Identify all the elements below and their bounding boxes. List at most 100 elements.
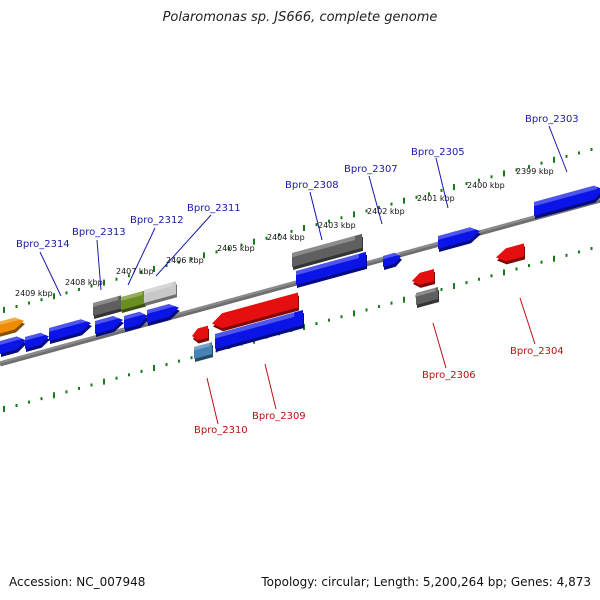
bottom-gene-line	[432, 322, 447, 369]
gene-arrow-body	[534, 185, 600, 216]
gene-arrow-body	[49, 319, 91, 341]
gene-arrow	[25, 331, 50, 352]
gene-arrow-highlight	[25, 331, 47, 341]
bottom-gene-line	[206, 377, 219, 425]
gene-arrow-body	[124, 311, 148, 329]
gene-arrow	[147, 302, 180, 326]
gene-arrow-highlight	[0, 315, 22, 326]
gene-arrow-highlight	[0, 334, 24, 345]
gene-arrow-highlight	[438, 225, 476, 240]
kbp-label: 2400 kbp	[467, 181, 505, 190]
kbp-label: 2405 kbp	[217, 244, 255, 253]
top-gene-line	[309, 191, 323, 241]
accession-label: Accession: NC_007948	[9, 575, 146, 589]
gene-arrow-body	[383, 252, 401, 267]
gene-arrow-highlight	[383, 251, 400, 260]
gene-arrow	[49, 317, 92, 344]
top-gene-label: Bpro_2307	[344, 164, 398, 175]
top-gene-label: Bpro_2308	[285, 180, 339, 191]
gene-arrow	[95, 314, 124, 337]
gene-arrow	[383, 251, 402, 270]
bottom-gene-line	[519, 297, 536, 345]
top-gene-label: Bpro_2313	[72, 227, 126, 238]
gene-arrow-body	[296, 251, 366, 285]
gene-arrow-highlight	[147, 302, 176, 314]
outer-ruler	[3, 148, 593, 313]
gene-arrow-body	[292, 233, 362, 267]
gene-arrow-body	[25, 332, 49, 349]
gene-arrow	[194, 342, 213, 362]
gene-arrow-highlight	[296, 253, 359, 276]
kbp-label: 2402 kbp	[367, 207, 405, 216]
gene-arrow	[93, 295, 122, 319]
gene-arrow	[292, 233, 363, 270]
gene-arrow	[416, 286, 439, 308]
top-gene-label: Bpro_2311	[187, 203, 241, 214]
gene-arrow-body	[192, 325, 208, 341]
gene-arrow-highlight	[292, 235, 355, 258]
genes	[0, 184, 600, 362]
gene-arrow-body	[438, 227, 480, 249]
gene-arrow	[296, 251, 367, 288]
top-gene-line	[39, 251, 62, 297]
gene-arrow	[215, 309, 304, 352]
gene-arrow-highlight	[121, 291, 143, 301]
gene-arrow-highlight	[144, 282, 173, 294]
bottom-gene-label: Bpro_2310	[194, 425, 248, 436]
gene-arrow-body	[93, 295, 121, 316]
gene-arrow-highlight	[534, 184, 597, 207]
map-title: Polaromonas sp. JS666, complete genome	[162, 10, 438, 25]
bottom-gene-label: Bpro_2309	[252, 411, 306, 422]
gene-arrow	[124, 310, 149, 332]
kbp-label: 2406 kbp	[166, 256, 204, 265]
top-gene-label: Bpro_2303	[525, 114, 579, 125]
gene-arrow-body	[144, 281, 176, 303]
top-gene-label: Bpro_2312	[130, 215, 184, 226]
gene-arrow-highlight	[95, 314, 121, 325]
kbp-label: 2403 kbp	[318, 221, 356, 230]
gene-arrow-body	[194, 342, 212, 359]
gene-arrow-body	[95, 316, 123, 334]
gene-arrow-highlight	[93, 296, 119, 307]
gene-arrow	[412, 268, 435, 288]
top-gene-line	[127, 227, 156, 286]
gene-arrow	[438, 225, 481, 252]
gene-arrow-body	[147, 303, 179, 323]
gene-arrow	[212, 292, 299, 332]
gene-arrow	[534, 184, 600, 219]
gene-arrow	[144, 281, 177, 306]
gene-arrow-body	[412, 268, 434, 285]
gene-arrow	[0, 315, 25, 337]
bottom-gene-label: Bpro_2306	[422, 370, 476, 381]
gene-arrow-highlight	[416, 287, 436, 297]
gene-arrow-highlight	[215, 312, 295, 339]
top-gene-line	[548, 125, 568, 173]
kbp-label: 2401 kbp	[417, 194, 455, 203]
gene-arrow-body	[0, 336, 26, 354]
bottom-gene-label: Bpro_2304	[510, 346, 564, 357]
kbp-label: 2404 kbp	[267, 233, 305, 242]
kbp-label: 2399 kbp	[516, 167, 554, 176]
gene-arrow-body	[212, 292, 298, 329]
gene-arrow-body	[121, 290, 145, 310]
gene-arrow-body	[0, 317, 24, 334]
kbp-label: 2409 kbp	[15, 289, 53, 298]
top-gene-line	[155, 214, 212, 277]
gene-arrow	[496, 243, 525, 265]
gene-arrow-body	[496, 243, 524, 262]
top-gene-line	[435, 157, 449, 209]
gene-arrow-highlight	[49, 317, 87, 332]
gene-arrow	[121, 290, 146, 313]
gene-arrow	[0, 334, 27, 357]
top-gene-line	[368, 175, 383, 225]
top-gene-label: Bpro_2305	[411, 147, 465, 158]
topology-label: Topology: circular; Length: 5,200,264 bp…	[261, 575, 591, 589]
gene-arrow-highlight	[194, 342, 211, 351]
gene-arrow	[192, 325, 209, 344]
kbp-label: 2408 kbp	[65, 278, 103, 287]
gene-arrow-body	[416, 286, 438, 305]
bottom-gene-line	[264, 363, 277, 410]
